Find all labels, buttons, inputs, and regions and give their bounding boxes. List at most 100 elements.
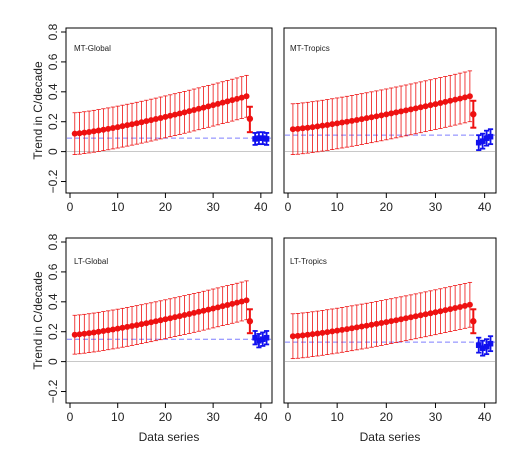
model-point xyxy=(432,309,439,316)
model-point xyxy=(176,110,183,117)
model-point xyxy=(466,301,473,308)
model-point xyxy=(114,325,121,332)
x-tick-label: 10 xyxy=(330,200,344,214)
observation-point xyxy=(256,337,262,344)
model-point xyxy=(205,306,212,313)
panel-lt-tropics: LT-Tropics Data series 0 10 20 30 40 xyxy=(283,237,497,444)
x-tick-label: 0 xyxy=(67,200,74,214)
model-point xyxy=(427,102,434,109)
model-point xyxy=(138,119,145,126)
model-point xyxy=(437,99,444,106)
plot-frame xyxy=(283,237,497,404)
model-point xyxy=(427,310,434,317)
model-point xyxy=(171,314,178,321)
x-tick-label: 10 xyxy=(111,410,125,424)
model-point xyxy=(393,109,400,116)
x-tick-label: 20 xyxy=(380,410,394,424)
model-point xyxy=(233,95,240,102)
model-point xyxy=(129,121,136,128)
model-point xyxy=(402,107,409,114)
model-point xyxy=(195,105,202,112)
model-point xyxy=(452,305,459,312)
model-mean-point xyxy=(246,115,254,122)
x-tick-label: 30 xyxy=(429,410,443,424)
plot-frame xyxy=(283,27,497,194)
model-point xyxy=(378,112,385,119)
model-point xyxy=(289,333,296,340)
model-point xyxy=(353,116,360,123)
model-point xyxy=(368,114,375,121)
y-tick-label: 0.8 xyxy=(46,23,60,40)
observation-point xyxy=(252,136,258,142)
y-tick-label: 0.6 xyxy=(46,53,60,70)
model-point xyxy=(388,318,395,325)
plot-frame xyxy=(65,27,273,194)
observation-point xyxy=(483,343,490,350)
model-point xyxy=(388,110,395,117)
model-point xyxy=(383,111,390,118)
x-tick-label: 30 xyxy=(206,200,220,214)
model-point xyxy=(368,321,375,328)
model-point xyxy=(294,332,301,339)
observation-point xyxy=(487,340,494,347)
model-point xyxy=(314,330,321,337)
x-tick-label: 30 xyxy=(206,410,220,424)
y-tick-label: 0.4 xyxy=(46,293,60,310)
model-point xyxy=(90,329,97,336)
model-point xyxy=(339,119,346,126)
model-point xyxy=(417,312,424,319)
model-point xyxy=(81,129,88,136)
y-tick-label: 0 xyxy=(46,358,60,365)
observation-point xyxy=(263,136,270,142)
model-point xyxy=(186,310,193,317)
model-point xyxy=(442,98,449,105)
model-point xyxy=(329,328,336,335)
model-point xyxy=(398,108,405,115)
model-point xyxy=(214,100,221,107)
model-point xyxy=(233,299,240,306)
model-point xyxy=(176,313,183,320)
model-point xyxy=(133,120,140,127)
model-point xyxy=(238,298,245,305)
x-tick-label: 40 xyxy=(478,410,492,424)
panel-lt-global: LT-Global Trend in C/decade Data series … xyxy=(31,233,273,444)
model-point xyxy=(119,123,126,130)
panel-title: LT-Tropics xyxy=(290,257,327,266)
model-point xyxy=(95,127,102,134)
model-point xyxy=(422,311,429,318)
model-point xyxy=(447,306,454,313)
model-point xyxy=(167,112,174,119)
model-point xyxy=(205,103,212,110)
x-axis-title: Data series xyxy=(139,430,200,444)
model-point xyxy=(171,111,178,118)
model-point xyxy=(138,321,145,328)
model-point xyxy=(304,331,311,338)
observation-point xyxy=(475,139,482,146)
model-point xyxy=(343,118,350,125)
model-point xyxy=(143,118,150,125)
x-tick-label: 10 xyxy=(111,200,125,214)
model-point xyxy=(334,120,341,127)
model-point xyxy=(339,326,346,333)
model-point xyxy=(407,106,414,113)
model-point xyxy=(191,309,198,316)
model-point xyxy=(437,308,444,315)
model-point xyxy=(238,94,245,101)
observation-point xyxy=(475,342,482,348)
model-point xyxy=(214,304,221,311)
model-point xyxy=(319,122,326,129)
model-point xyxy=(309,331,316,338)
x-axis-title: Data series xyxy=(360,430,421,444)
model-point xyxy=(229,97,236,104)
y-axis-title: Trend in C/decade xyxy=(31,61,45,160)
model-point xyxy=(417,104,424,111)
panel-mt-global: MT-Global Trend in C/decade 0 10 20 30 40 −0.… xyxy=(31,23,273,214)
model-point xyxy=(95,328,102,335)
model-point xyxy=(224,302,231,309)
model-point xyxy=(143,320,150,327)
model-point xyxy=(412,105,419,112)
model-point xyxy=(358,116,365,123)
model-point xyxy=(162,113,169,120)
model-point xyxy=(457,303,464,310)
